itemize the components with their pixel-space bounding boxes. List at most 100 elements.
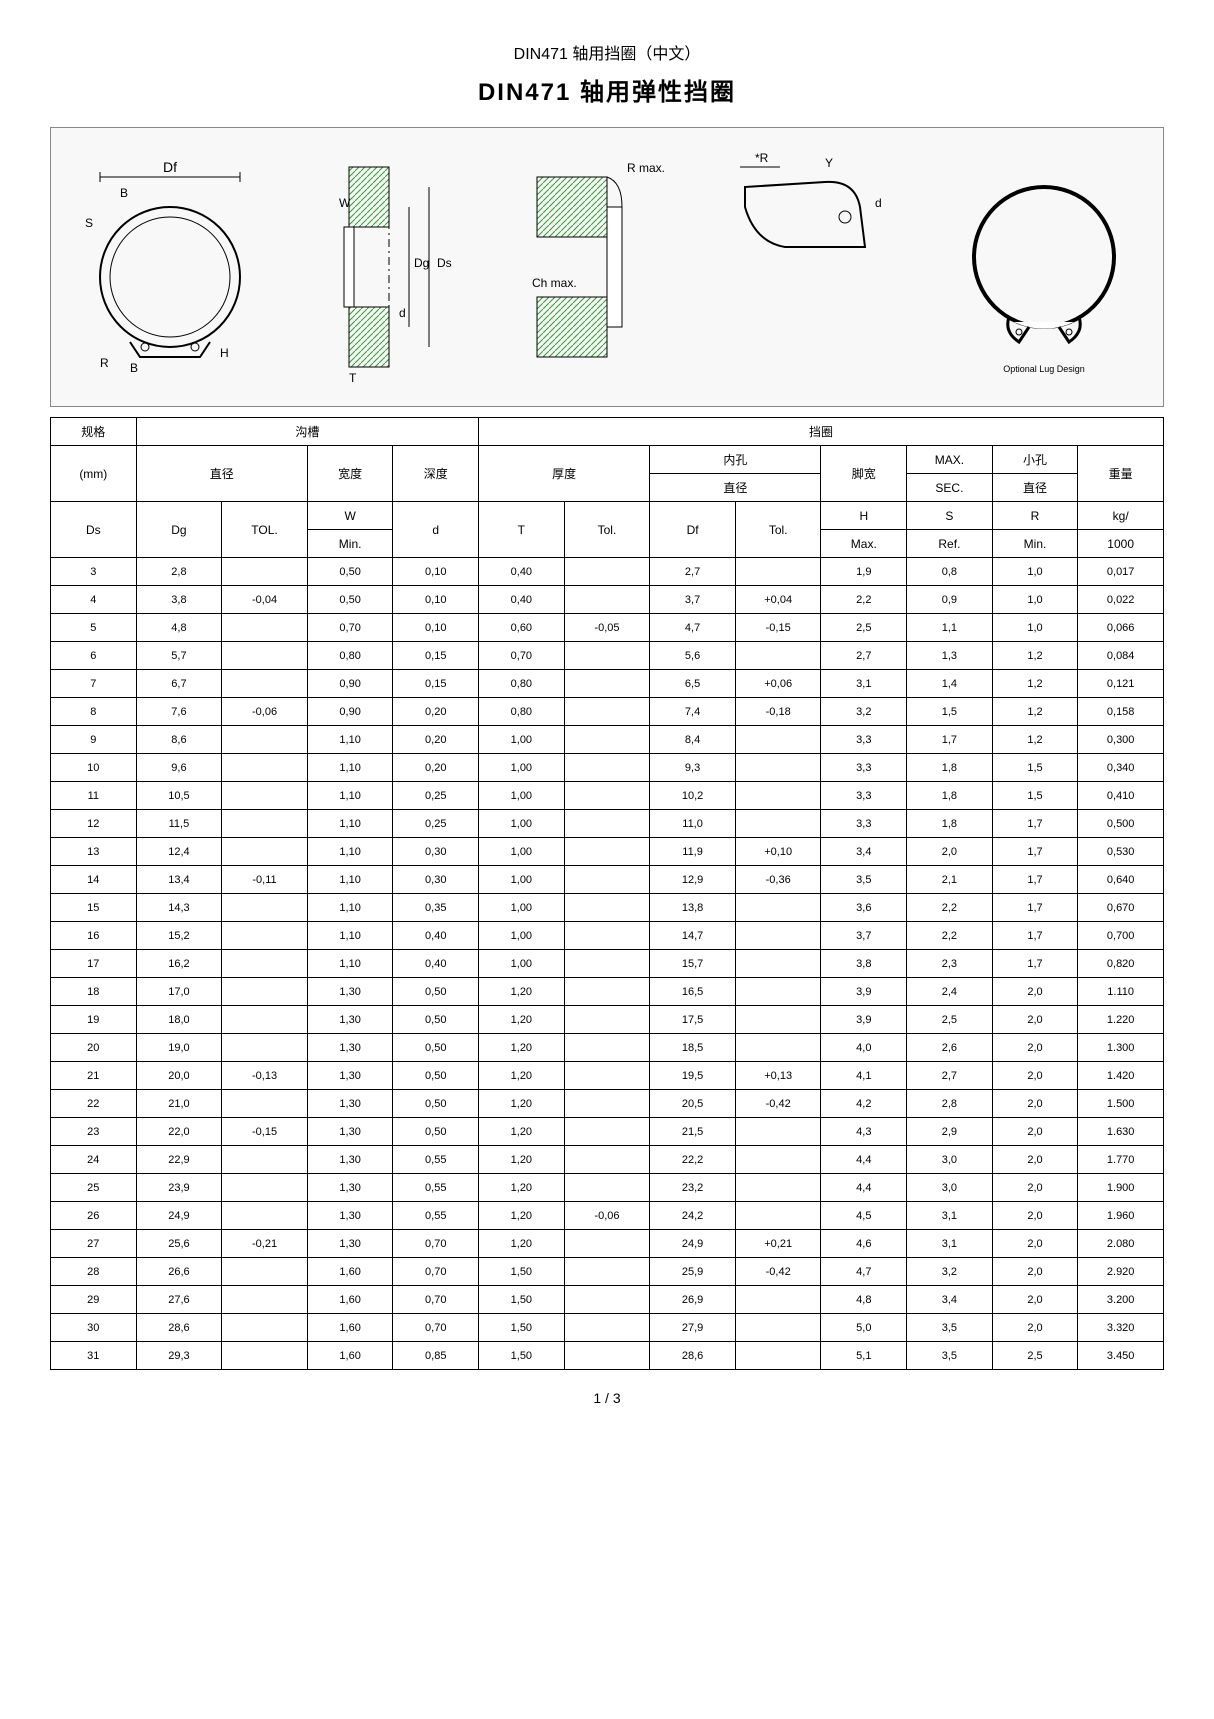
table-row: 65,70,800,150,705,62,71,31,20,084 — [51, 642, 1164, 670]
cell-s: 3,4 — [907, 1286, 993, 1314]
cell-t: 0,80 — [479, 670, 565, 698]
cell-t: 1,20 — [479, 1202, 565, 1230]
cell-d: 0,50 — [393, 1062, 479, 1090]
cell-df: 27,9 — [650, 1314, 736, 1342]
cell-kg: 0,530 — [1078, 838, 1164, 866]
col-ds: Ds — [51, 502, 137, 558]
cell-dg: 26,6 — [136, 1258, 222, 1286]
cell-tol3 — [735, 558, 821, 586]
cell-h: 3,8 — [821, 950, 907, 978]
diagram-lug-view: *R Y d — [725, 147, 925, 387]
cell-d: 0,85 — [393, 1342, 479, 1370]
cell-dg: 22,0 — [136, 1118, 222, 1146]
cell-s: 2,9 — [907, 1118, 993, 1146]
cell-tol1 — [222, 1202, 308, 1230]
cell-h: 5,0 — [821, 1314, 907, 1342]
diagram-ring-view: Optional Lug Design — [944, 147, 1144, 387]
cell-w: 1,30 — [307, 978, 393, 1006]
cell-d: 0,70 — [393, 1258, 479, 1286]
cell-ds: 22 — [51, 1090, 137, 1118]
cell-w: 0,90 — [307, 670, 393, 698]
hdr-bore2: 直径 — [650, 474, 821, 502]
cell-kg: 2.920 — [1078, 1258, 1164, 1286]
cell-dg: 22,9 — [136, 1146, 222, 1174]
cell-s: 3,1 — [907, 1230, 993, 1258]
hdr-hole2: 直径 — [992, 474, 1078, 502]
cell-ds: 16 — [51, 922, 137, 950]
cell-tol2 — [564, 810, 650, 838]
cell-t: 1,00 — [479, 866, 565, 894]
cell-d: 0,25 — [393, 810, 479, 838]
cell-d: 0,55 — [393, 1146, 479, 1174]
cell-df: 18,5 — [650, 1034, 736, 1062]
cell-w: 1,10 — [307, 894, 393, 922]
cell-dg: 24,9 — [136, 1202, 222, 1230]
col-s: S — [907, 502, 993, 530]
cell-w: 1,60 — [307, 1286, 393, 1314]
cell-d: 0,40 — [393, 922, 479, 950]
cell-h: 3,9 — [821, 1006, 907, 1034]
svg-text:R: R — [100, 356, 109, 370]
cell-tol1 — [222, 754, 308, 782]
cell-h: 3,3 — [821, 810, 907, 838]
col-w: W — [307, 502, 393, 530]
cell-tol2 — [564, 698, 650, 726]
cell-h: 2,7 — [821, 642, 907, 670]
svg-text:H: H — [220, 346, 229, 360]
cell-w: 1,30 — [307, 1174, 393, 1202]
cell-t: 0,40 — [479, 586, 565, 614]
cell-ds: 21 — [51, 1062, 137, 1090]
cell-tol3 — [735, 754, 821, 782]
cell-r: 2,0 — [992, 1006, 1078, 1034]
cell-dg: 15,2 — [136, 922, 222, 950]
cell-tol3 — [735, 922, 821, 950]
table-row: 1211,51,100,251,0011,03,31,81,70,500 — [51, 810, 1164, 838]
cell-ds: 10 — [51, 754, 137, 782]
cell-tol1 — [222, 1146, 308, 1174]
cell-ds: 25 — [51, 1174, 137, 1202]
cell-tol2: -0,05 — [564, 614, 650, 642]
cell-s: 3,0 — [907, 1174, 993, 1202]
cell-h: 3,1 — [821, 670, 907, 698]
col-tol2: Tol. — [564, 502, 650, 558]
cell-df: 26,9 — [650, 1286, 736, 1314]
cell-w: 1,10 — [307, 810, 393, 838]
cell-s: 1,8 — [907, 754, 993, 782]
hdr-mm: (mm) — [51, 446, 137, 502]
cell-d: 0,20 — [393, 754, 479, 782]
cell-h: 4,1 — [821, 1062, 907, 1090]
cell-dg: 2,8 — [136, 558, 222, 586]
cell-dg: 28,6 — [136, 1314, 222, 1342]
cell-dg: 18,0 — [136, 1006, 222, 1034]
table-row: 43,8-0,040,500,100,403,7+0,042,20,91,00,… — [51, 586, 1164, 614]
cell-r: 2,0 — [992, 1230, 1078, 1258]
cell-d: 0,35 — [393, 894, 479, 922]
cell-dg: 11,5 — [136, 810, 222, 838]
cell-s: 3,5 — [907, 1314, 993, 1342]
cell-tol1 — [222, 922, 308, 950]
cell-kg: 0,121 — [1078, 670, 1164, 698]
spec-table: 规格 沟槽 挡圈 (mm) 直径 宽度 深度 厚度 内孔 脚宽 MAX. 小孔 … — [50, 417, 1164, 1370]
cell-w: 0,50 — [307, 586, 393, 614]
table-row: 87,6-0,060,900,200,807,4-0,183,21,51,20,… — [51, 698, 1164, 726]
cell-t: 0,40 — [479, 558, 565, 586]
table-row: 3028,61,600,701,5027,95,03,52,03.320 — [51, 1314, 1164, 1342]
table-row: 2826,61,600,701,5025,9-0,424,73,22,02.92… — [51, 1258, 1164, 1286]
cell-tol3: -0,36 — [735, 866, 821, 894]
cell-s: 1,4 — [907, 670, 993, 698]
svg-text:Df: Df — [163, 159, 177, 175]
table-row: 2927,61,600,701,5026,94,83,42,03.200 — [51, 1286, 1164, 1314]
table-row: 1312,41,100,301,0011,9+0,103,42,01,70,53… — [51, 838, 1164, 866]
cell-tol3 — [735, 1006, 821, 1034]
cell-tol1 — [222, 1006, 308, 1034]
cell-kg: 0,158 — [1078, 698, 1164, 726]
cell-s: 2,7 — [907, 1062, 993, 1090]
cell-h: 4,4 — [821, 1146, 907, 1174]
cell-s: 2,0 — [907, 838, 993, 866]
hdr-maxsec2: SEC. — [907, 474, 993, 502]
cell-df: 19,5 — [650, 1062, 736, 1090]
cell-ds: 13 — [51, 838, 137, 866]
cell-s: 1,8 — [907, 810, 993, 838]
hdr-lug: 脚宽 — [821, 446, 907, 502]
cell-s: 2,3 — [907, 950, 993, 978]
